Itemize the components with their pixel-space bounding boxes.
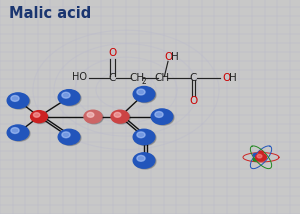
Text: C: C (190, 73, 197, 83)
Text: H: H (171, 52, 179, 62)
Circle shape (59, 91, 81, 106)
Text: O: O (222, 73, 230, 83)
Circle shape (137, 155, 145, 161)
Circle shape (114, 112, 121, 117)
Circle shape (11, 128, 19, 134)
Circle shape (111, 110, 129, 123)
Text: O: O (189, 96, 198, 106)
Circle shape (58, 129, 80, 145)
Circle shape (134, 154, 156, 169)
Circle shape (151, 109, 173, 124)
Text: 2: 2 (142, 77, 147, 86)
Text: Malic acid: Malic acid (9, 6, 91, 21)
Circle shape (84, 110, 102, 123)
Circle shape (133, 129, 155, 145)
Circle shape (11, 95, 19, 101)
Circle shape (137, 132, 145, 138)
Circle shape (134, 130, 156, 146)
Circle shape (112, 111, 130, 124)
Circle shape (8, 126, 30, 141)
Circle shape (155, 111, 163, 117)
Circle shape (7, 125, 29, 140)
Text: CH: CH (129, 73, 144, 83)
Circle shape (256, 153, 266, 161)
Text: O: O (164, 52, 173, 62)
Text: H: H (229, 73, 237, 83)
Text: C: C (109, 73, 116, 83)
Circle shape (259, 151, 263, 154)
Circle shape (34, 113, 40, 117)
Circle shape (58, 90, 80, 105)
Text: HO: HO (72, 72, 87, 82)
Circle shape (7, 93, 29, 108)
Circle shape (8, 94, 30, 109)
Circle shape (253, 153, 257, 156)
Text: O: O (108, 49, 117, 58)
Circle shape (32, 111, 49, 123)
Circle shape (62, 132, 70, 138)
Circle shape (62, 92, 70, 98)
Circle shape (59, 130, 81, 146)
Circle shape (85, 111, 103, 124)
Circle shape (133, 86, 155, 102)
Circle shape (137, 89, 145, 95)
Circle shape (31, 111, 47, 123)
Circle shape (152, 110, 174, 125)
Circle shape (257, 155, 262, 158)
Circle shape (133, 153, 155, 168)
Circle shape (87, 112, 94, 117)
Circle shape (134, 87, 156, 103)
Circle shape (253, 158, 257, 161)
Text: CH: CH (154, 73, 169, 83)
